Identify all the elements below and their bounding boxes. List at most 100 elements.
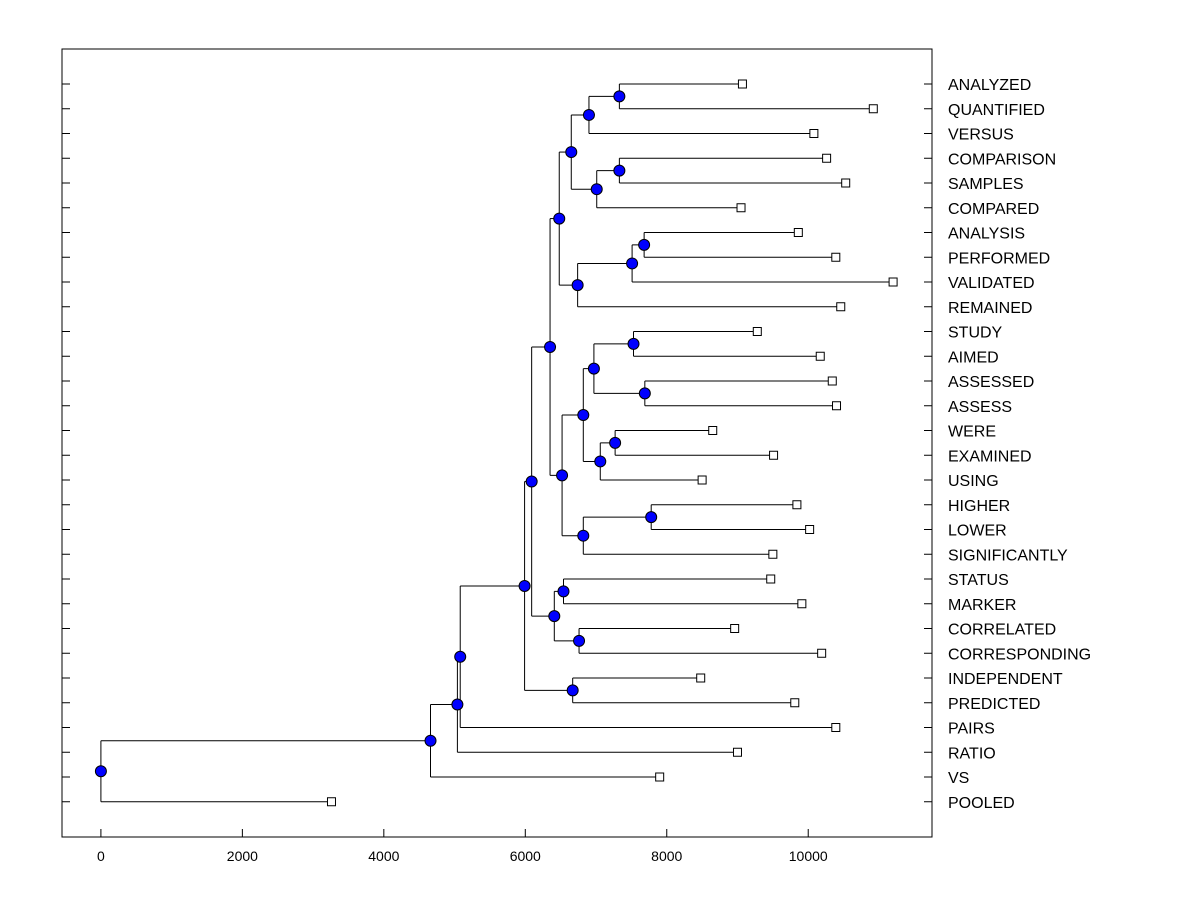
leaf-label: SIGNIFICANTLY bbox=[948, 547, 1068, 564]
leaf-label: PREDICTED bbox=[948, 696, 1040, 713]
cluster-node-marker bbox=[525, 475, 538, 488]
leaf-marker bbox=[768, 549, 778, 559]
leaf-marker bbox=[752, 327, 762, 336]
leaf-marker bbox=[832, 401, 842, 411]
leaf-marker bbox=[730, 624, 740, 633]
leaf-marker bbox=[815, 351, 825, 361]
leaf-label: REMAINED bbox=[948, 300, 1032, 317]
cluster-node-marker bbox=[424, 734, 437, 747]
leaf-marker bbox=[655, 772, 665, 782]
leaf-label: ANALYSIS bbox=[948, 226, 1025, 243]
leaf-label: STUDY bbox=[948, 325, 1003, 342]
leaf-marker bbox=[817, 648, 827, 658]
leaf-label: CORRELATED bbox=[948, 622, 1056, 639]
leaf-label: MARKER bbox=[948, 597, 1016, 614]
leaf-label: STATUS bbox=[948, 572, 1009, 589]
cluster-node-marker bbox=[638, 387, 651, 400]
leaf-label: CORRESPONDING bbox=[948, 646, 1091, 663]
leaf-marker bbox=[697, 475, 707, 485]
leaf-marker bbox=[737, 79, 747, 89]
cluster-node-marker bbox=[577, 529, 590, 542]
leaf-marker bbox=[841, 178, 851, 188]
leaf-marker bbox=[708, 426, 718, 435]
cluster-node-marker bbox=[645, 511, 658, 524]
leaf-label: RATIO bbox=[948, 745, 996, 762]
cluster-node-marker bbox=[609, 436, 622, 449]
leaf-marker bbox=[888, 277, 898, 287]
leaf-marker bbox=[827, 376, 837, 386]
y-axis-ticks bbox=[62, 83, 932, 803]
leaf-marker bbox=[793, 228, 803, 237]
leaf-marker bbox=[790, 698, 800, 708]
leaf-marker bbox=[792, 500, 802, 510]
leaf-label: PERFORMED bbox=[948, 250, 1050, 267]
cluster-node-marker bbox=[454, 650, 467, 663]
cluster-node-marker bbox=[577, 409, 590, 422]
cluster-node-marker bbox=[587, 362, 600, 375]
leaf-label: PAIRS bbox=[948, 721, 995, 738]
leaf-marker bbox=[831, 723, 841, 732]
leaf-label: USING bbox=[948, 473, 999, 490]
x-tick-label: 8000 bbox=[651, 848, 682, 864]
leaf-marker bbox=[766, 574, 776, 584]
leaf-label: POOLED bbox=[948, 795, 1015, 812]
leaf-marker bbox=[736, 203, 746, 213]
x-tick-label: 2000 bbox=[227, 848, 258, 864]
leaf-marker bbox=[809, 129, 819, 138]
cluster-node-marker bbox=[613, 164, 626, 177]
leaf-marker bbox=[326, 797, 336, 807]
cluster-node-marker bbox=[566, 684, 579, 697]
leaf-label: COMPARISON bbox=[948, 151, 1056, 168]
node-markers bbox=[94, 90, 658, 778]
cluster-node-marker bbox=[638, 238, 651, 251]
leaf-marker bbox=[836, 302, 846, 312]
x-tick-label: 0 bbox=[97, 848, 105, 864]
leaf-label: AIMED bbox=[948, 349, 999, 366]
leaf-label: EXAMINED bbox=[948, 448, 1032, 465]
leaf-label: LOWER bbox=[948, 523, 1007, 540]
leaf-label: VALIDATED bbox=[948, 275, 1035, 292]
leaf-marker bbox=[831, 252, 841, 262]
leaf-label: INDEPENDENT bbox=[948, 671, 1063, 688]
cluster-node-marker bbox=[557, 585, 570, 598]
cluster-node-marker bbox=[594, 455, 607, 468]
leaf-marker bbox=[732, 747, 742, 757]
leaf-label: WERE bbox=[948, 424, 996, 441]
cluster-node-marker bbox=[556, 469, 569, 482]
cluster-node-marker bbox=[613, 90, 626, 103]
leaf-label: ASSESS bbox=[948, 399, 1012, 416]
leaf-label: ASSESSED bbox=[948, 374, 1034, 391]
cluster-node-marker bbox=[582, 108, 595, 121]
leaf-label: HIGHER bbox=[948, 498, 1010, 515]
leaf-label: SAMPLES bbox=[948, 176, 1024, 193]
x-axis: 0 2000 4000 6000 8000 10000 bbox=[97, 829, 828, 864]
leaf-label: VS bbox=[948, 770, 969, 787]
leaf-marker bbox=[822, 153, 832, 163]
leaf-marker bbox=[805, 525, 815, 534]
leaf-label: QUANTIFIED bbox=[948, 102, 1045, 119]
x-tick-label: 6000 bbox=[510, 848, 541, 864]
cluster-node-marker bbox=[518, 579, 531, 592]
cluster-node-marker bbox=[544, 340, 557, 353]
leaf-markers bbox=[326, 79, 898, 807]
cluster-node-marker bbox=[565, 146, 578, 159]
cluster-node-marker bbox=[94, 765, 107, 778]
leaf-marker bbox=[696, 673, 706, 683]
leaf-label: COMPARED bbox=[948, 201, 1039, 218]
cluster-node-marker bbox=[627, 337, 640, 350]
leaf-marker bbox=[769, 450, 779, 460]
leaf-labels: ANALYZED QUANTIFIED VERSUS COMPARISON SAMPLE… bbox=[948, 77, 1091, 812]
cluster-node-marker bbox=[451, 698, 464, 711]
leaf-marker bbox=[797, 599, 807, 609]
cluster-node-marker bbox=[590, 183, 603, 196]
leaf-label: ANALYZED bbox=[948, 77, 1031, 94]
cluster-node-marker bbox=[548, 610, 561, 623]
leaf-label: VERSUS bbox=[948, 127, 1014, 144]
cluster-node-marker bbox=[626, 257, 639, 270]
x-tick-label: 10000 bbox=[789, 848, 828, 864]
cluster-node-marker bbox=[573, 634, 586, 647]
plot-frame bbox=[61, 48, 933, 838]
cluster-node-marker bbox=[571, 279, 584, 292]
x-tick-label: 4000 bbox=[368, 848, 399, 864]
